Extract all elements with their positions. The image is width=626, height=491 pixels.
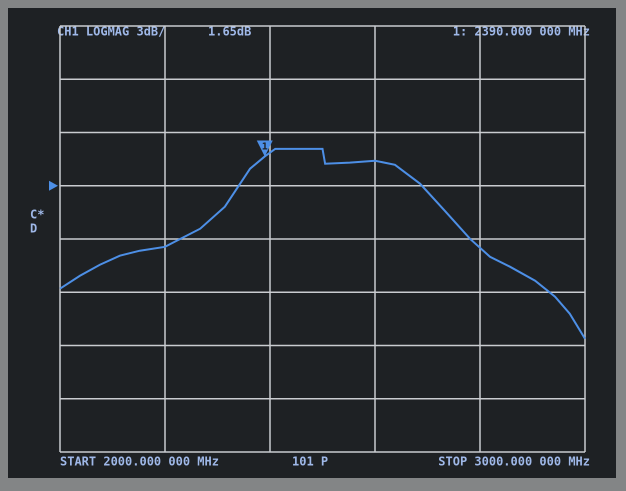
side-label: D <box>30 222 37 236</box>
start-label: START 2000.000 000 MHz <box>60 455 219 469</box>
side-label: C* <box>30 208 44 222</box>
analyzer-screen: CH1 LOGMAG 3dB/ 1.65dB 1: 2390.000 000 M… <box>0 0 626 491</box>
points-label: 101 P <box>292 455 328 469</box>
stop-label: STOP 3000.000 000 MHz <box>438 455 590 469</box>
marker-label: 1 <box>262 141 268 152</box>
